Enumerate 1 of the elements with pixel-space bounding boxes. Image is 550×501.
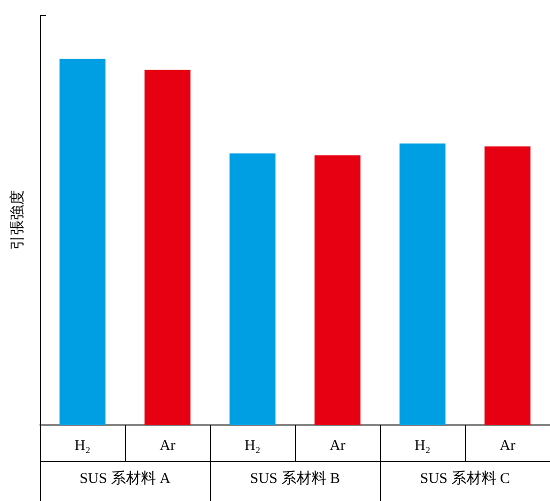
y-axis-title: 引張強度 [8,190,26,250]
